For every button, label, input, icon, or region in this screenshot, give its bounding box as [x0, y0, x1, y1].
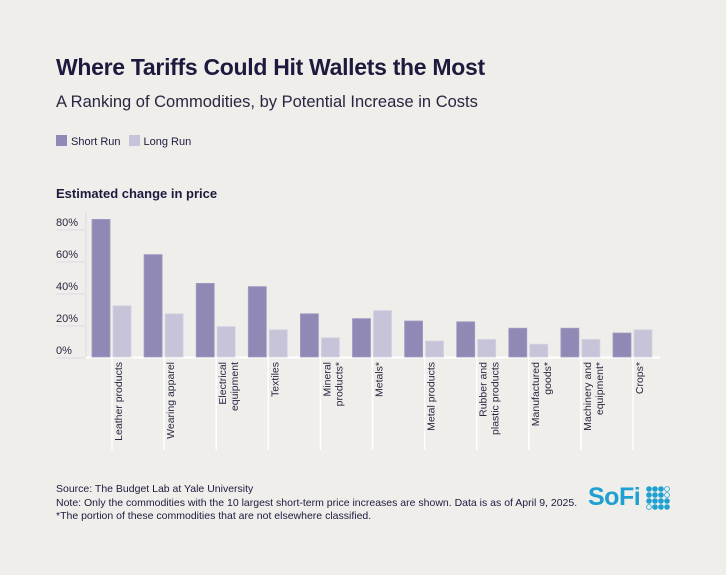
bar-long	[320, 337, 340, 358]
source-text: Source: The Budget Lab at Yale Universit…	[56, 483, 254, 495]
x-tick-label: Rubber and	[478, 362, 490, 417]
logo-dot	[658, 485, 664, 492]
x-tick-label: plastic products	[490, 362, 502, 435]
bar-short	[247, 286, 267, 358]
y-axis-label: Estimated change in price	[56, 186, 218, 201]
bar-long	[164, 313, 184, 358]
chart-subtitle: A Ranking of Commodities, by Potential I…	[56, 93, 478, 111]
bar-short	[456, 321, 476, 358]
x-tick-label: Electrical	[217, 362, 229, 405]
bar-short	[91, 218, 111, 358]
x-tick-label: Mineral	[321, 362, 333, 396]
y-tick-label: 40%	[56, 281, 78, 293]
logo-dot	[646, 503, 652, 510]
logo-dot	[664, 497, 670, 504]
y-tick-label: 20%	[56, 313, 78, 325]
logo-dot	[652, 497, 658, 504]
logo-dot	[652, 491, 658, 498]
logo-dot	[658, 497, 664, 504]
y-tick-label: 80%	[56, 217, 78, 229]
x-tick-label: Metal products	[426, 362, 438, 431]
logo-dot	[664, 503, 670, 510]
chart-title: Where Tariffs Could Hit Wallets the Most	[56, 54, 485, 80]
x-tick-label: Manufactured	[530, 362, 542, 426]
x-tick-label: equipment	[229, 362, 241, 411]
x-tick-label: equipment*	[594, 362, 606, 415]
x-tick-label: Wearing apparel	[165, 362, 177, 439]
logo-dot	[646, 497, 652, 504]
bar-long	[112, 305, 132, 358]
logo-dot	[646, 491, 652, 498]
sofi-logo: SoFi	[588, 483, 670, 512]
legend-item-short-run: Short Run	[56, 135, 121, 148]
bar-short	[612, 332, 632, 358]
bar-long	[425, 340, 445, 358]
logo-dot	[646, 485, 652, 492]
legend-label-short: Short Run	[71, 136, 121, 148]
bar-short	[299, 313, 319, 358]
bar-long	[529, 343, 549, 358]
bar-short	[143, 254, 163, 358]
legend-swatch-long	[128, 135, 140, 146]
bar-long	[373, 310, 392, 358]
x-tick-label: Crops*	[634, 362, 646, 394]
logo-dot	[652, 485, 658, 492]
bar-short	[404, 320, 424, 358]
legend: Short Run Long Run	[56, 135, 191, 148]
bar-chart: 0% 20% 40% 60% 80% Leather products Wearing ap…	[56, 212, 660, 450]
bar-short	[352, 318, 371, 358]
bar-long	[268, 329, 288, 358]
legend-swatch-short	[56, 135, 67, 146]
logo-dot	[664, 491, 670, 498]
footer: Source: The Budget Lab at Yale Universit…	[56, 483, 586, 524]
bar-long	[477, 338, 497, 358]
x-tick-label: goods*	[542, 362, 554, 395]
bar-short	[195, 282, 215, 358]
bar-short	[560, 327, 580, 358]
bar-long	[216, 326, 236, 358]
logo-dot	[658, 491, 664, 498]
logo-dot	[652, 503, 658, 510]
logo-dots-icon	[646, 485, 670, 510]
y-tick-label: 60%	[56, 249, 78, 261]
legend-item-long-run: Long Run	[128, 135, 192, 148]
logo-text: SoFi	[588, 483, 641, 511]
note-text: Note: Only the commodities with the 10 l…	[56, 496, 578, 523]
logo-dot	[658, 503, 664, 510]
x-tick-label: Leather products	[113, 362, 125, 441]
x-tick-label: Textiles	[269, 362, 281, 397]
y-tick-label: 0%	[56, 345, 72, 357]
x-tick-label: Metals*	[374, 362, 386, 397]
legend-label-long: Long Run	[143, 136, 192, 148]
bar-short	[508, 327, 528, 358]
logo-dot	[664, 485, 670, 492]
x-tick-label: products*	[333, 362, 345, 406]
bar-long	[581, 338, 601, 358]
x-tick-label: Machinery and	[582, 362, 594, 431]
bar-long	[633, 329, 653, 358]
